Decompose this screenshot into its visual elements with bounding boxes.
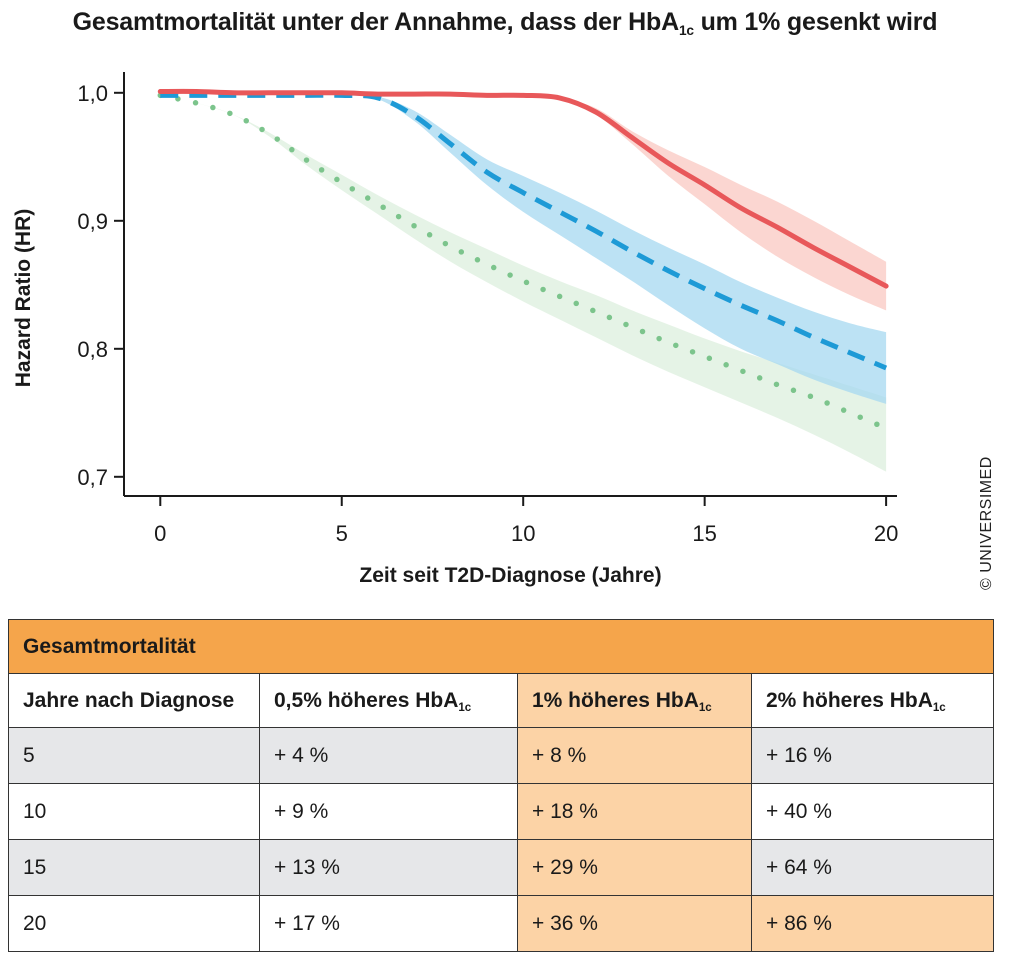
column-header-row: Jahre nach Diagnose 0,5% höheres HbA1c 1… [8, 673, 995, 728]
hazard-ratio-chart: 1,0 0,9 0,8 0,7 0 5 10 15 20 Zeit seit T2D-Diagno… [12, 72, 898, 587]
y-tick-label: 0,9 [77, 209, 108, 234]
table-row: 15 + 13 % + 29 % + 64 % [8, 839, 995, 896]
table-cell: + 40 % [750, 783, 995, 840]
table-cell: + 18 % [517, 783, 752, 840]
table-cell: + 17 % [259, 895, 518, 952]
mortality-table: Gesamtmortalität Jahre nach Diagnose 0,5… [7, 619, 995, 952]
confidence-band [160, 95, 887, 404]
y-tick-label: 1,0 [77, 81, 108, 106]
table-cell: + 64 % [750, 839, 995, 896]
column-header: 2% höheres HbA1c [750, 673, 995, 728]
table-row: 5 + 4 % + 8 % + 16 % [8, 727, 995, 784]
table-cell: 20 [8, 895, 260, 952]
table-cell: 10 [8, 783, 260, 840]
confidence-band [160, 95, 887, 472]
x-tick-label: 0 [154, 521, 166, 546]
copyright-notice: © UNIVERSIMED [978, 456, 995, 590]
x-tick-label: 20 [874, 521, 898, 546]
table-cell: + 9 % [259, 783, 518, 840]
table-cell: + 86 % [750, 895, 995, 952]
table-row: 20 + 17 % + 36 % + 86 % [8, 895, 995, 952]
table-cell: + 29 % [517, 839, 752, 896]
series-line [160, 92, 888, 371]
series-line [157, 88, 889, 289]
table-cell: + 13 % [259, 839, 518, 896]
x-axis-label: Zeit seit T2D-Diagnose (Jahre) [359, 564, 661, 587]
column-header: 0,5% höheres HbA1c [259, 673, 518, 728]
y-tick-label: 0,7 [77, 465, 108, 490]
column-header: 1% höheres HbA1c [517, 673, 752, 728]
x-tick-label: 5 [336, 521, 348, 546]
x-tick-label: 10 [511, 521, 535, 546]
y-tick-label: 0,8 [77, 337, 108, 362]
table-cell: + 36 % [517, 895, 752, 952]
table-cell: + 8 % [517, 727, 752, 784]
table-cell: 5 [8, 727, 260, 784]
chart-title: Gesamtmortalität unter der Annahme, dass… [72, 8, 938, 38]
x-tick-label: 15 [692, 521, 716, 546]
column-header: Jahre nach Diagnose [8, 673, 260, 728]
table-row: 10 + 9 % + 18 % + 40 % [8, 783, 995, 840]
y-axis-label: Hazard Ratio (HR) [12, 209, 35, 388]
table-cell: + 4 % [259, 727, 518, 784]
confidence-band [160, 91, 887, 311]
table-header: Gesamtmortalität [7, 619, 995, 674]
table-cell: + 16 % [750, 727, 995, 784]
table-cell: 15 [8, 839, 260, 896]
